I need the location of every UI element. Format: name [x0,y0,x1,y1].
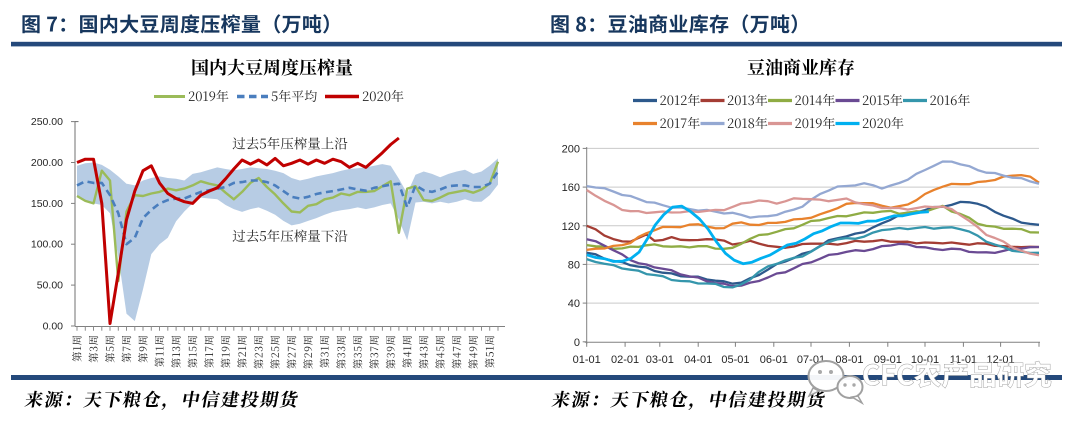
svg-text:150.00: 150.00 [31,198,63,210]
svg-text:04-01: 04-01 [684,354,712,366]
svg-text:160: 160 [562,182,580,194]
svg-text:10-01: 10-01 [911,354,939,366]
svg-text:80: 80 [568,259,580,271]
svg-text:08-01: 08-01 [835,354,863,366]
svg-text:200.00: 200.00 [31,157,63,169]
svg-text:50.00: 50.00 [37,280,63,292]
svg-text:250.00: 250.00 [31,116,63,128]
svg-text:02-01: 02-01 [611,354,639,366]
svg-text:01-01: 01-01 [573,354,601,366]
svg-text:120: 120 [562,221,580,233]
svg-text:100.00: 100.00 [31,239,63,251]
svg-text:0.00: 0.00 [43,321,64,333]
svg-text:09-01: 09-01 [874,354,902,366]
svg-text:40: 40 [568,298,580,310]
svg-text:200: 200 [562,143,580,155]
svg-text:0: 0 [574,337,580,349]
svg-text:06-01: 06-01 [760,354,788,366]
svg-text:05-01: 05-01 [721,354,749,366]
svg-text:03-01: 03-01 [646,354,674,366]
